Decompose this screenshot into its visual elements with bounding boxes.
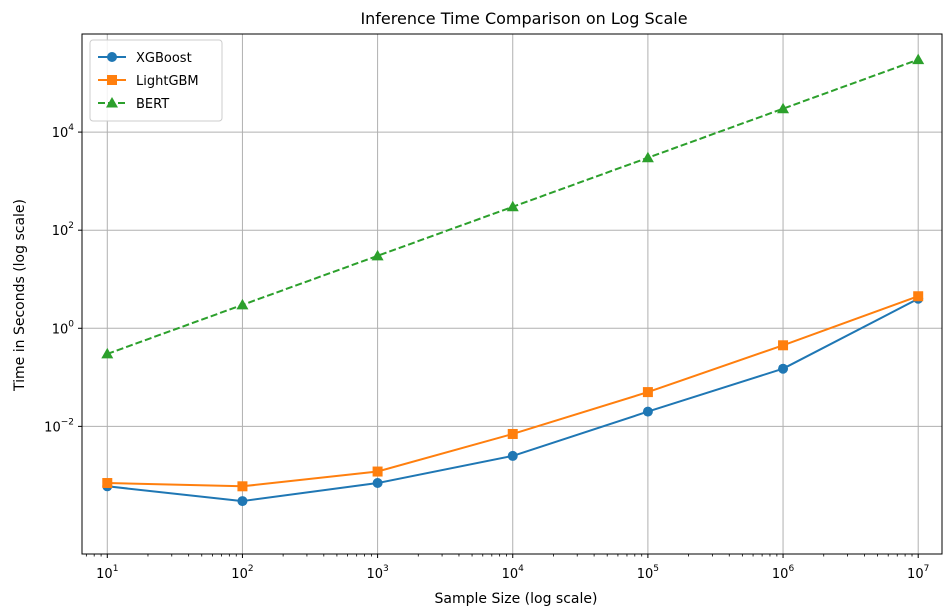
y-tick-label: 102 <box>52 221 74 239</box>
data-point-bert <box>371 249 384 261</box>
chart-title: Inference Time Comparison on Log Scale <box>360 9 687 28</box>
series-layer <box>101 53 925 507</box>
x-tick-label: 104 <box>502 564 525 582</box>
data-point-bert <box>506 200 519 212</box>
x-tick-label: 106 <box>772 564 795 582</box>
data-point-lightgbm <box>102 478 113 489</box>
data-point-xgboost <box>507 450 518 461</box>
tick-layer: 101 102 103 104 105 106 107 10−2 100 102 104 <box>44 123 929 582</box>
data-point-lightgbm <box>507 428 518 439</box>
plot-area-frame <box>81 33 943 555</box>
y-tick-label: 100 <box>52 319 75 337</box>
data-point-bert <box>777 102 790 114</box>
legend-item-xgboost: XGBoost <box>98 51 192 66</box>
series-lightgbm <box>102 291 924 492</box>
data-point-bert <box>912 53 925 65</box>
legend-label: XGBoost <box>136 51 192 66</box>
data-point-xgboost <box>372 478 383 489</box>
y-tick-label: 10−2 <box>44 417 74 435</box>
series-bert <box>101 53 925 359</box>
data-point-lightgbm <box>913 291 924 302</box>
data-point-bert <box>236 298 249 310</box>
x-tick-label: 103 <box>366 564 388 582</box>
data-point-bert <box>641 151 654 163</box>
y-tick-label: 104 <box>52 123 75 141</box>
legend-box <box>89 39 223 122</box>
legend-marker <box>106 97 118 108</box>
y-axis-label: Time in Seconds (log scale) <box>12 199 28 392</box>
legend-item-lightgbm: LightGBM <box>98 74 199 89</box>
data-point-lightgbm <box>372 466 383 477</box>
data-point-lightgbm <box>237 481 248 492</box>
data-point-xgboost <box>642 406 653 417</box>
x-tick-label: 107 <box>907 564 929 582</box>
data-point-bert <box>101 347 114 359</box>
legend: XGBoost LightGBM BERT <box>89 39 223 122</box>
x-tick-label: 102 <box>231 564 253 582</box>
x-tick-label: 105 <box>637 564 659 582</box>
data-point-lightgbm <box>778 340 789 351</box>
legend-label: BERT <box>136 97 169 112</box>
data-point-lightgbm <box>642 387 653 398</box>
data-point-xgboost <box>237 496 248 507</box>
legend-label: LightGBM <box>136 74 199 89</box>
grid-layer <box>82 34 942 554</box>
legend-marker <box>107 52 117 62</box>
legend-marker <box>107 75 117 85</box>
data-point-xgboost <box>778 363 789 374</box>
x-axis-label: Sample Size (log scale) <box>435 591 598 607</box>
legend-item-bert: BERT <box>98 97 169 112</box>
x-tick-label: 101 <box>96 564 118 582</box>
